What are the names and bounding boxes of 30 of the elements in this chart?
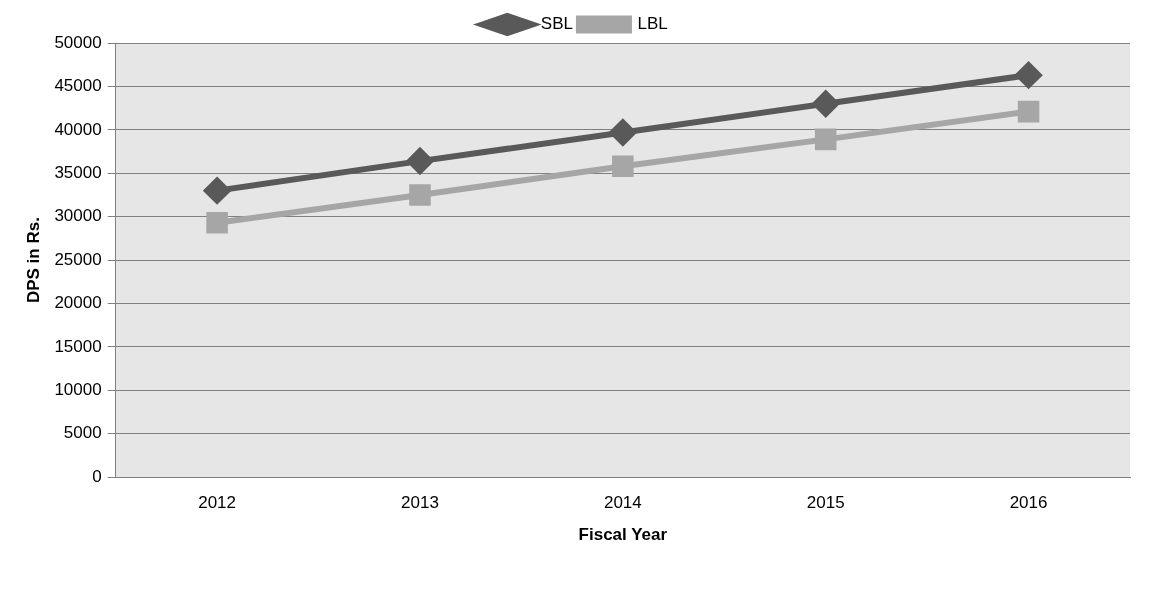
y-tick-label: 30000 — [54, 206, 102, 226]
x-tick-label: 2012 — [198, 493, 237, 513]
y-tick-label: 5000 — [63, 423, 102, 443]
legend-label: LBL — [637, 14, 668, 34]
point — [406, 148, 433, 175]
y-tick-label: 0 — [92, 466, 102, 486]
y-tick-label: 45000 — [54, 76, 102, 96]
point — [1017, 100, 1040, 123]
y-tick-label: 25000 — [54, 249, 102, 269]
point — [204, 177, 231, 204]
y-tick-label: 10000 — [54, 380, 102, 400]
y-tick-label: 35000 — [54, 162, 102, 182]
point — [812, 90, 839, 117]
x-tick-label: 2015 — [806, 493, 845, 513]
y-axis-title: DPS in Rs. — [23, 217, 43, 304]
x-tick-label: 2014 — [603, 493, 642, 513]
x-tick-label: 2016 — [1009, 493, 1048, 513]
x-tick-label: 2013 — [401, 493, 439, 513]
y-tick-label: 20000 — [54, 293, 102, 313]
point — [814, 128, 837, 151]
point — [612, 155, 634, 178]
x-axis-title: Fiscal Year — [578, 525, 668, 545]
point — [206, 211, 228, 234]
legend-label: SBL — [540, 14, 573, 34]
point — [1015, 62, 1042, 89]
point — [609, 119, 636, 146]
point — [409, 184, 431, 206]
y-tick-label: 40000 — [54, 119, 102, 139]
y-tick-label: 15000 — [54, 336, 102, 356]
y-tick-label: 50000 — [54, 32, 102, 52]
